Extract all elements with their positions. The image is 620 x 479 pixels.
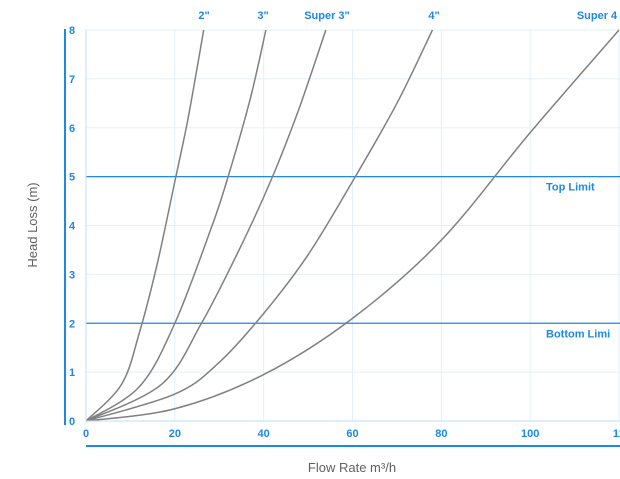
- series-line: [85, 29, 327, 422]
- curves: [85, 29, 620, 422]
- series-label: Super 4: [577, 10, 618, 22]
- y-tick-label: 6: [69, 123, 75, 135]
- series-line: [85, 29, 205, 422]
- series-label: 4": [428, 10, 439, 22]
- x-axis-title: Flow Rate m³/h: [308, 460, 396, 475]
- limit-label: Top Limit: [546, 182, 595, 194]
- x-tick-label: 0: [83, 428, 89, 440]
- series-label: 3": [257, 10, 268, 22]
- y-axis-title: Head Loss (m): [25, 182, 40, 267]
- labels: Top Limit Bottom Limi 2" 3" Super 3" 4" Super …: [198, 10, 618, 340]
- x-tick-label: 80: [435, 428, 447, 440]
- x-tick-label: 60: [346, 428, 358, 440]
- y-tick-label: 1: [69, 367, 75, 379]
- series-line: [85, 29, 620, 422]
- x-tick-label: 100: [521, 428, 539, 440]
- y-tick-label: 3: [69, 269, 75, 281]
- series-label: 2": [198, 10, 209, 22]
- y-tick-label: 8: [69, 25, 75, 37]
- x-tick-label: 20: [169, 428, 181, 440]
- y-tick-label: 4: [69, 221, 76, 233]
- x-tick-label: 40: [258, 428, 270, 440]
- series-line: [85, 29, 267, 422]
- y-tick-label: 2: [69, 318, 75, 330]
- y-tick-label: 5: [69, 172, 75, 184]
- axes: 01234567802040608010012: [64, 25, 620, 447]
- limit-label: Bottom Limi: [546, 328, 610, 340]
- y-tick-label: 7: [69, 74, 75, 86]
- series-label: Super 3": [304, 10, 350, 22]
- y-tick-label: 0: [69, 416, 75, 428]
- x-tick-label: 12: [613, 428, 620, 440]
- series-line: [85, 29, 434, 422]
